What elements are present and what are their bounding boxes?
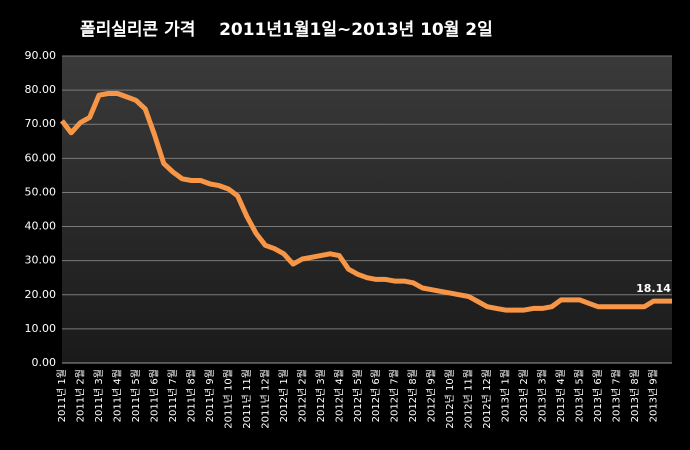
x-tick-label: 2012년 12월 [481,369,493,429]
x-tick-label: 2012년 7월 [389,369,401,422]
x-tick-label: 2013년 5월 [574,369,586,422]
x-tick-label: 2012년 1월 [278,369,290,422]
x-tick-label: 2012년 5월 [352,369,364,422]
x-tick-label: 2013년 3월 [537,369,549,422]
x-tick-label: 2011년 12월 [259,369,271,429]
x-tick-label: 2011년 8월 [185,369,197,422]
x-tick-label: 2011년 1월 [56,369,68,422]
x-tick-label: 2012년 9월 [426,369,438,422]
y-tick-label: 60.00 [25,151,57,164]
x-tick-label: 2012년 8월 [407,369,419,422]
y-tick-label: 30.00 [25,254,57,267]
x-tick-label: 2011년 3월 [93,369,105,422]
x-tick-label: 2011년 9월 [204,369,216,422]
x-tick-label: 2013년 8월 [629,369,641,422]
line [60,91,672,313]
x-tick-label: 2011년 10월 [222,369,234,429]
x-tick-label: 2011년 7월 [167,369,179,422]
x-tick-label: 2012년 2월 [296,369,308,422]
x-tick-label: 2011년 2월 [74,369,86,422]
x-tick-label: 2012년 4월 [333,369,345,422]
y-tick-label: 80.00 [25,83,57,96]
y-tick-label: 40.00 [25,220,57,233]
x-tick-label: 2013년 4월 [555,369,567,422]
x-tick-label: 2013년 2월 [518,369,530,422]
x-tick-label: 2013년 6월 [592,369,604,422]
x-tick-label: 2012년 10월 [444,369,456,429]
y-tick-label: 20.00 [25,288,57,301]
data-label: 18.14 [636,282,671,295]
y-tick-label: 10.00 [25,322,57,335]
x-tick-label: 2011년 4월 [111,369,123,422]
plot-area [62,56,672,363]
x-tick-label: 2013년 7월 [611,369,623,422]
x-tick-label: 2013년 9월 [648,369,660,422]
y-tick-label: 50.00 [25,185,57,198]
y-tick-label: 90.00 [25,49,57,62]
x-tick-label: 2012년 6월 [370,369,382,422]
x-tick-label: 2012년 11월 [463,369,475,429]
x-tick-label: 2013년 1월 [500,369,512,422]
x-tick-label: 2011년 6월 [148,369,160,422]
y-tick-label: 70.00 [25,117,57,130]
y-tick-label: 0.00 [32,356,57,369]
chart-title: 폴리실리콘 가격 2011년1월1일~2013년 10월 2일 [80,20,493,40]
x-tick-label: 2011년 5월 [130,369,142,422]
x-tick-label: 2011년 11월 [241,369,253,429]
x-tick-label: 2012년 3월 [315,369,327,422]
